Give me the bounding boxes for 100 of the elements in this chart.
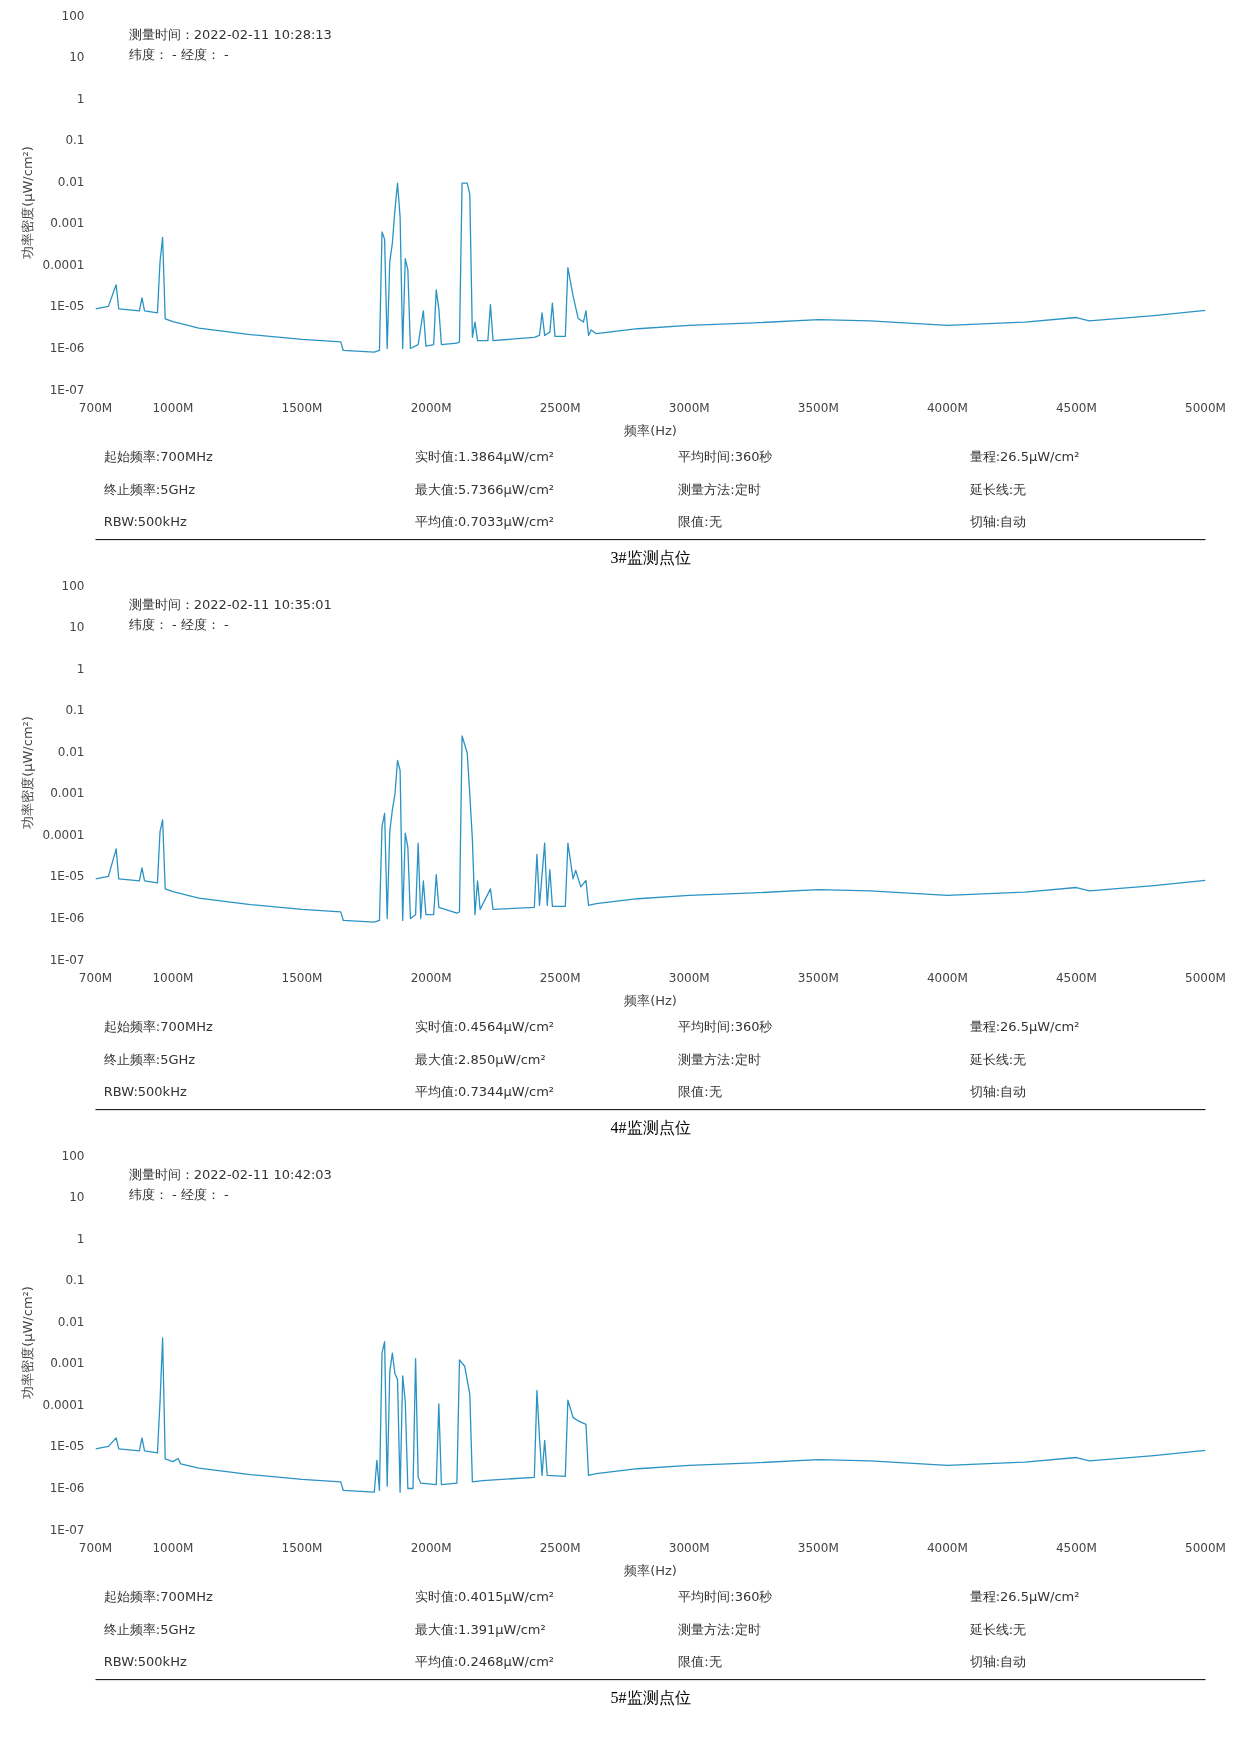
x-tick-label: 3500M — [797, 1540, 839, 1555]
text: 平均时间:360秒 — [678, 449, 773, 465]
y-axis-title: 功率密度(μW/cm²) — [19, 716, 35, 829]
text: 限值:无 — [678, 1084, 722, 1100]
annotation: 测量时间：2022-02-11 10:28:13 — [128, 26, 332, 42]
x-tick-label: 4500M — [1055, 970, 1097, 985]
y-tick-label: 1E-06 — [49, 1480, 85, 1495]
x-tick-label: 2500M — [539, 1540, 581, 1555]
x-tick-label: 4500M — [1055, 400, 1097, 415]
x-tick-label: 3500M — [797, 400, 839, 415]
y-tick-label: 1E-07 — [49, 952, 85, 967]
text: 3#监测点位 — [610, 549, 691, 566]
y-axis-title: 功率密度(μW/cm²) — [19, 146, 35, 259]
y-tick-label: 1 — [76, 91, 85, 106]
y-tick-label: 0.01 — [57, 174, 85, 189]
text: 终止频率:5GHz — [103, 481, 196, 497]
text: 最大值:1.391μW/cm² — [414, 1621, 546, 1637]
x-tick-label: 2000M — [410, 1540, 452, 1555]
y-tick-label: 1E-05 — [49, 299, 85, 314]
y-tick-label: 0.0001 — [42, 257, 85, 272]
x-tick-label: 2000M — [410, 970, 452, 985]
y-tick-label: 10 — [69, 620, 85, 635]
x-tick-label: 1000M — [152, 970, 194, 985]
x-tick-label: 2000M — [410, 400, 452, 415]
text: 限值:无 — [678, 514, 722, 530]
y-tick-label: 0.0001 — [42, 1397, 85, 1412]
text: 起始频率:700MHz — [103, 449, 214, 465]
x-tick-label: 700M — [78, 400, 113, 415]
text: 实时值:0.4564μW/cm² — [414, 1019, 555, 1035]
text: 测量方法:定时 — [678, 1051, 761, 1067]
text: 平均值:0.2468μW/cm² — [414, 1654, 555, 1670]
y-tick-label: 10 — [69, 50, 85, 65]
text: 延长线:无 — [968, 1621, 1027, 1637]
x-tick-label: 4500M — [1055, 1540, 1097, 1555]
text: 4#监测点位 — [610, 1119, 691, 1136]
y-tick-label: 0.1 — [65, 703, 85, 718]
y-tick-label: 0.1 — [65, 133, 85, 148]
annotation: 纬度： - 经度： - — [128, 47, 229, 63]
text: 起始频率:700MHz — [103, 1019, 214, 1035]
y-tick-label: 0.001 — [50, 1356, 85, 1371]
text: 平均时间:360秒 — [678, 1019, 773, 1035]
x-tick-label: 3500M — [797, 970, 839, 985]
text: 量程:26.5μW/cm² — [969, 1019, 1080, 1035]
text: 量程:26.5μW/cm² — [969, 449, 1080, 465]
text: 起始频率:700MHz — [103, 1589, 214, 1605]
text: RBW:500kHz — [103, 514, 187, 530]
text: 最大值:2.850μW/cm² — [414, 1051, 546, 1067]
y-tick-label: 1E-06 — [49, 340, 85, 355]
y-tick-label: 0.0001 — [42, 827, 85, 842]
annotation: 测量时间：2022-02-11 10:42:03 — [128, 1166, 332, 1182]
text: 切轴:自动 — [969, 514, 1027, 530]
text: 量程:26.5μW/cm² — [969, 1589, 1080, 1605]
text: 5#监测点位 — [610, 1689, 691, 1706]
annotation: 纬度： - 经度： - — [128, 1187, 229, 1203]
x-tick-label: 700M — [78, 1540, 113, 1555]
text: 终止频率:5GHz — [103, 1621, 196, 1637]
text: RBW:500kHz — [103, 1654, 187, 1670]
text: 限值:无 — [678, 1654, 722, 1670]
y-tick-label: 0.1 — [65, 1273, 85, 1288]
x-tick-label: 1500M — [281, 400, 323, 415]
x-tick-label: 4000M — [926, 1540, 968, 1555]
text: 测量方法:定时 — [678, 481, 761, 497]
line-series — [95, 735, 1206, 923]
text: 实时值:0.4015μW/cm² — [414, 1589, 555, 1605]
y-tick-label: 1E-05 — [49, 869, 85, 884]
text: 平均值:0.7344μW/cm² — [414, 1084, 555, 1100]
text: 延长线:无 — [968, 481, 1027, 497]
y-axis-title: 功率密度(μW/cm²) — [19, 1286, 35, 1399]
y-tick-label: 1 — [76, 1231, 85, 1246]
y-tick-label: 1E-07 — [49, 1522, 85, 1537]
y-tick-label: 1 — [76, 661, 85, 676]
annotation: 纬度： - 经度： - — [128, 617, 229, 633]
x-tick-label: 1000M — [152, 1540, 194, 1555]
x-tick-label: 5000M — [1185, 970, 1226, 985]
y-tick-label: 10 — [69, 1190, 85, 1205]
text: 最大值:5.7366μW/cm² — [414, 481, 555, 497]
y-tick-label: 0.01 — [57, 744, 85, 759]
text: 平均值:0.7033μW/cm² — [414, 514, 555, 530]
x-tick-label: 4000M — [926, 400, 968, 415]
x-axis-title: 频率(Hz) — [624, 422, 677, 438]
x-tick-label: 5000M — [1185, 400, 1226, 415]
x-tick-label: 700M — [78, 970, 113, 985]
text: 延长线:无 — [968, 1051, 1027, 1067]
x-tick-label: 1500M — [281, 1540, 323, 1555]
y-tick-label: 100 — [61, 578, 85, 593]
x-tick-label: 1500M — [281, 970, 323, 985]
x-tick-label: 1000M — [152, 400, 194, 415]
x-axis-title: 频率(Hz) — [624, 992, 677, 1008]
text: 切轴:自动 — [969, 1084, 1027, 1100]
y-tick-label: 100 — [61, 1148, 85, 1163]
x-tick-label: 3000M — [668, 970, 710, 985]
x-axis-title: 频率(Hz) — [624, 1562, 677, 1578]
x-tick-label: 2500M — [539, 400, 581, 415]
x-tick-label: 2500M — [539, 970, 581, 985]
x-tick-label: 4000M — [926, 970, 968, 985]
y-tick-label: 0.01 — [57, 1314, 85, 1329]
text: RBW:500kHz — [103, 1084, 187, 1100]
x-tick-label: 3000M — [668, 1540, 710, 1555]
x-tick-label: 3000M — [668, 400, 710, 415]
text: 终止频率:5GHz — [103, 1051, 196, 1067]
